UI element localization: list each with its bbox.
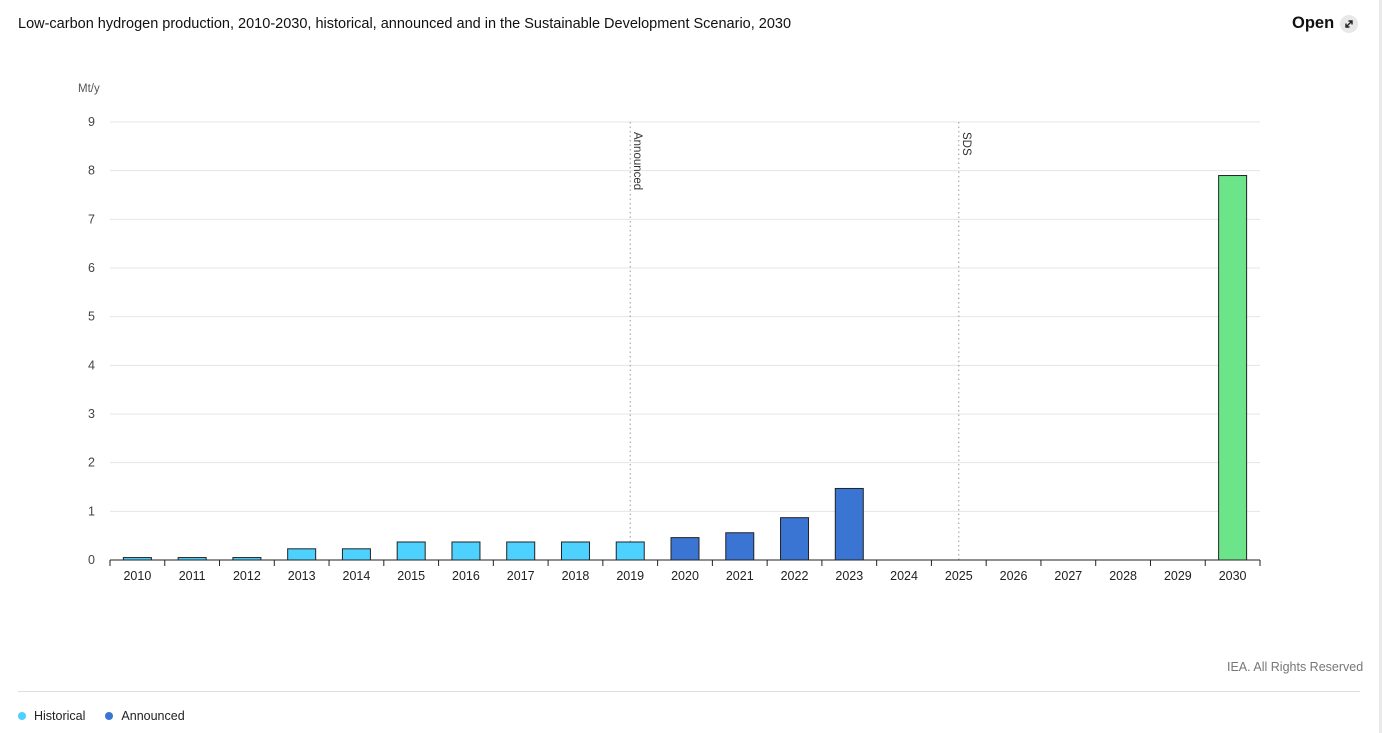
bar-2021 <box>725 532 755 561</box>
y-tick-label: 4 <box>88 358 95 372</box>
x-tick-label: 2014 <box>343 569 371 583</box>
bar-2015 <box>396 541 426 561</box>
x-tick-label: 2012 <box>233 569 261 583</box>
x-tick-label: 2023 <box>835 569 863 583</box>
bar-2013 <box>287 548 317 561</box>
open-button-label: Open <box>1292 14 1335 32</box>
x-tick-label: 2027 <box>1054 569 1082 583</box>
x-tick-label: 2022 <box>781 569 809 583</box>
legend-swatch-announced <box>105 712 114 720</box>
y-tick-label: 6 <box>88 261 95 275</box>
open-button[interactable]: Open <box>1292 14 1359 33</box>
bar-2019 <box>615 541 645 561</box>
y-tick-label: 5 <box>88 310 95 324</box>
chart-title: Low-carbon hydrogen production, 2010-203… <box>18 16 792 32</box>
legend-swatch-historical <box>18 712 26 720</box>
x-tick-label: 2021 <box>726 569 754 583</box>
x-tick-label: 2017 <box>507 569 535 583</box>
legend-item-historical[interactable]: Historical <box>18 709 85 723</box>
y-tick-label: 9 <box>88 115 95 129</box>
legend-label-historical: Historical <box>34 709 86 723</box>
y-tick-label: 7 <box>88 212 95 226</box>
bar-chart: Mt/y 0 1 2 3 4 5 6 7 8 9 Announced SDS 2010 2011 2012 20… <box>78 83 1261 583</box>
legend-label-announced: Announced <box>121 709 185 723</box>
x-tick-label: 2016 <box>452 569 480 583</box>
bar-2018 <box>560 541 590 561</box>
y-tick-label: 2 <box>88 456 95 470</box>
x-tick-label: 2024 <box>890 569 918 583</box>
x-tick-label: 2010 <box>123 569 151 583</box>
x-tick-label: 2019 <box>616 569 644 583</box>
credit-text: IEA. All Rights Reserved <box>1227 660 1364 674</box>
bar-2017 <box>506 541 536 561</box>
bar-2030 <box>1218 175 1248 561</box>
legend-item-announced[interactable]: Announced <box>105 709 185 723</box>
x-tick-label: 2020 <box>671 569 699 583</box>
bar-2016 <box>451 541 481 561</box>
x-tick-label: 2030 <box>1219 569 1247 583</box>
bar-2014 <box>341 548 371 561</box>
x-tick-label: 2028 <box>1109 569 1137 583</box>
bar-2022 <box>780 517 810 561</box>
bar-2020 <box>670 537 700 561</box>
scrollbar[interactable] <box>1379 0 1382 733</box>
x-tick-label: 2011 <box>179 569 206 583</box>
x-tick-label: 2018 <box>562 569 590 583</box>
y-tick-label: 8 <box>88 164 95 178</box>
y-tick-label: 3 <box>88 407 95 421</box>
annotation-label: SDS <box>960 132 972 156</box>
y-tick-label: 1 <box>88 504 95 518</box>
y-tick-label: 0 <box>88 553 95 567</box>
x-tick-label: 2015 <box>397 569 425 583</box>
bar-2023 <box>834 487 864 561</box>
annotation-label: Announced <box>631 132 643 190</box>
x-tick-label: 2029 <box>1164 569 1192 583</box>
x-tick-label: 2026 <box>1000 569 1028 583</box>
divider <box>18 691 1360 692</box>
expand-arrow-icon <box>1340 14 1359 33</box>
legend: Historical Announced <box>18 709 185 723</box>
x-tick-label: 2025 <box>945 569 973 583</box>
x-tick-label: 2013 <box>288 569 316 583</box>
y-axis-unit-label: Mt/y <box>78 83 100 95</box>
